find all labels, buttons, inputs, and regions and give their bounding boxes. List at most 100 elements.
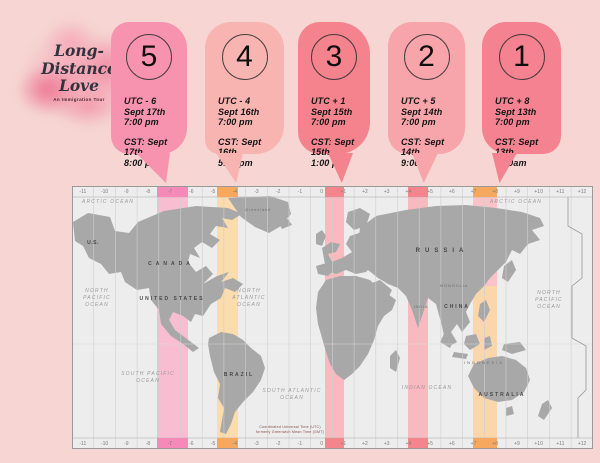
map-label-arctic-ocean-east: ARCTIC OCEAN xyxy=(489,199,542,205)
bubble-tail xyxy=(492,153,517,183)
timezone-tick: +6 xyxy=(448,189,455,195)
timezone-tick: -10 xyxy=(100,441,109,447)
map-label-north-pacific-east-3: OCEAN xyxy=(537,304,561,310)
map-label-north-pacific-2: PACIFIC xyxy=(83,295,111,301)
timezone-tick: +1 xyxy=(340,189,347,195)
map-label-south-pacific-2: OCEAN xyxy=(136,378,160,384)
cst-time: 8:00 pm xyxy=(124,157,159,168)
map-label-north-pacific-1: NORTH xyxy=(85,288,109,294)
timezone-tick: -11 xyxy=(79,441,87,447)
timezone-tick: +9 xyxy=(514,189,520,195)
timezone-tick: 0 xyxy=(320,189,323,195)
header-strips xyxy=(72,186,593,449)
map-label-arctic-ocean-west: ARCTIC OCEAN xyxy=(81,199,134,205)
utc-offset: UTC - 6 xyxy=(124,96,157,106)
step-number-circle: 1 xyxy=(498,34,545,80)
timezone-tick: +9 xyxy=(514,441,520,447)
timezone-tick: +1 xyxy=(340,441,347,447)
timezone-tick: -7 xyxy=(167,189,172,195)
map-label-north-pacific-east-2: PACIFIC xyxy=(535,297,563,303)
utc-date: Sept 16th xyxy=(218,106,260,117)
bubble-tail xyxy=(216,153,243,183)
step-number-circle: 4 xyxy=(221,34,268,80)
timezone-tick: -5 xyxy=(210,441,216,447)
cst-date: CST: Sept 14th xyxy=(401,136,445,158)
utc-date: Sept 14th xyxy=(401,106,443,117)
timezone-tick: +4 xyxy=(405,441,412,447)
cst-date: CST: Sept 17th xyxy=(124,136,168,158)
timezone-tick: +7 xyxy=(470,441,477,447)
timezone-scale-bottom: -11 -10 -9 -8 -7 -6 -5 -4 -3 -2 -1 0 +1 +2 +3 +4 +5 +6 +7 +… xyxy=(72,438,593,449)
timezone-tick: +3 xyxy=(383,441,390,447)
timezone-tick: -2 xyxy=(275,441,281,447)
bubble-text: UTC - 6 Sept 17th 7:00 pm CST: Sept 17th… xyxy=(124,96,181,168)
timezone-tick: +6 xyxy=(448,441,455,447)
timezone-tick: +10 xyxy=(534,189,543,195)
timezone-tick: +7 xyxy=(470,189,477,195)
bubble-step-2: 2 UTC + 5 Sept 14th 7:00 pm CST: Sept 14… xyxy=(388,22,465,168)
map-label-south-pacific-1: SOUTH PACIFIC xyxy=(121,371,175,377)
bubble-tail xyxy=(412,153,438,183)
timezone-tick: +8 xyxy=(492,441,499,447)
step-number: 2 xyxy=(418,40,435,73)
map-label-north-atlantic-1: NORTH xyxy=(237,288,261,294)
timezone-tick: -8 xyxy=(145,189,151,195)
timezone-tick: -8 xyxy=(145,441,151,447)
step-number: 3 xyxy=(325,40,343,73)
timezone-tick: -7 xyxy=(167,441,172,447)
map-label-us: U.S. xyxy=(87,240,99,246)
timezone-tick: -3 xyxy=(254,189,259,195)
logo-title-line3: Love xyxy=(58,76,100,95)
watercolor-blob xyxy=(44,18,96,64)
utc-date: Sept 17th xyxy=(124,106,166,117)
utc-time: 7:00 pm xyxy=(495,117,530,127)
timezone-tick: -6 xyxy=(189,441,194,447)
cst-date: CST: Sept 13th xyxy=(495,136,539,158)
utc-offset: UTC - 4 xyxy=(218,96,251,106)
map-label-australia: AUSTRALIA xyxy=(479,392,526,398)
timezone-tick: -9 xyxy=(124,441,129,447)
timezone-tick: 0 xyxy=(320,441,323,447)
timezone-tick: +8 xyxy=(492,189,499,195)
step-number: 1 xyxy=(513,40,530,73)
utc-time: 7:00 pm xyxy=(218,117,253,127)
utc-time: 7:00 pm xyxy=(311,117,346,127)
timezone-tick: +10 xyxy=(534,441,543,447)
map-label-china: CHINA xyxy=(444,304,470,310)
timezone-tick: -4 xyxy=(232,189,237,195)
map-label-greenland: Greenland xyxy=(245,207,271,212)
utc-date: Sept 15th xyxy=(311,106,353,117)
timezone-tick: +11 xyxy=(556,441,565,447)
utc-time: 7:00 pm xyxy=(124,117,159,127)
map-label-united-states: UNITED STATES xyxy=(140,296,205,302)
logo-title-line2: Distance xyxy=(41,58,117,78)
bubble-text: UTC + 1 Sept 15th 7:00 pm CST: Sept 15th… xyxy=(311,96,364,168)
map-caption-line2: formerly Greenwich Mean Time (GMT) xyxy=(256,430,324,434)
step-number-circle: 2 xyxy=(403,34,450,80)
watercolor-blob xyxy=(16,64,78,116)
utc-date: Sept 13th xyxy=(495,106,537,117)
timezone-map-svg: ARCTIC OCEAN ARCTIC OCEAN U.S. CANADA UN… xyxy=(72,186,593,449)
map-caption-line1: Coordinated Universal Time (UTC) xyxy=(259,425,321,429)
timezone-tick: +4 xyxy=(405,189,412,195)
date-line xyxy=(567,197,587,438)
map-label-india: INDIA xyxy=(414,304,429,309)
cst-date: CST: Sept 16th xyxy=(218,136,262,158)
timezone-tick: -9 xyxy=(124,189,129,195)
bubble-tail xyxy=(328,153,353,183)
map-label-south-atlantic-1: SOUTH ATLANTIC xyxy=(262,388,321,394)
map-label-north-atlantic-3: OCEAN xyxy=(237,302,261,308)
map-label-north-pacific-east-1: NORTH xyxy=(537,290,561,296)
map-label-canada: CANADA xyxy=(148,261,194,267)
bubble-step-4: 4 UTC - 4 Sept 16th 7:00 pm CST: Sept 16… xyxy=(205,22,284,168)
timezone-tick: -5 xyxy=(210,189,216,195)
utc-offset: UTC + 5 xyxy=(401,96,436,106)
cst-time: 1:00 pm xyxy=(311,157,346,168)
timezone-tick: +12 xyxy=(577,441,587,447)
map-label-brazil: BRAZIL xyxy=(224,372,254,378)
step-number: 5 xyxy=(140,40,158,73)
utc-offset: UTC + 8 xyxy=(495,96,530,106)
map-label-indian-ocean: INDIAN OCEAN xyxy=(402,385,453,391)
cst-date: CST: Sept 15th xyxy=(311,136,355,158)
